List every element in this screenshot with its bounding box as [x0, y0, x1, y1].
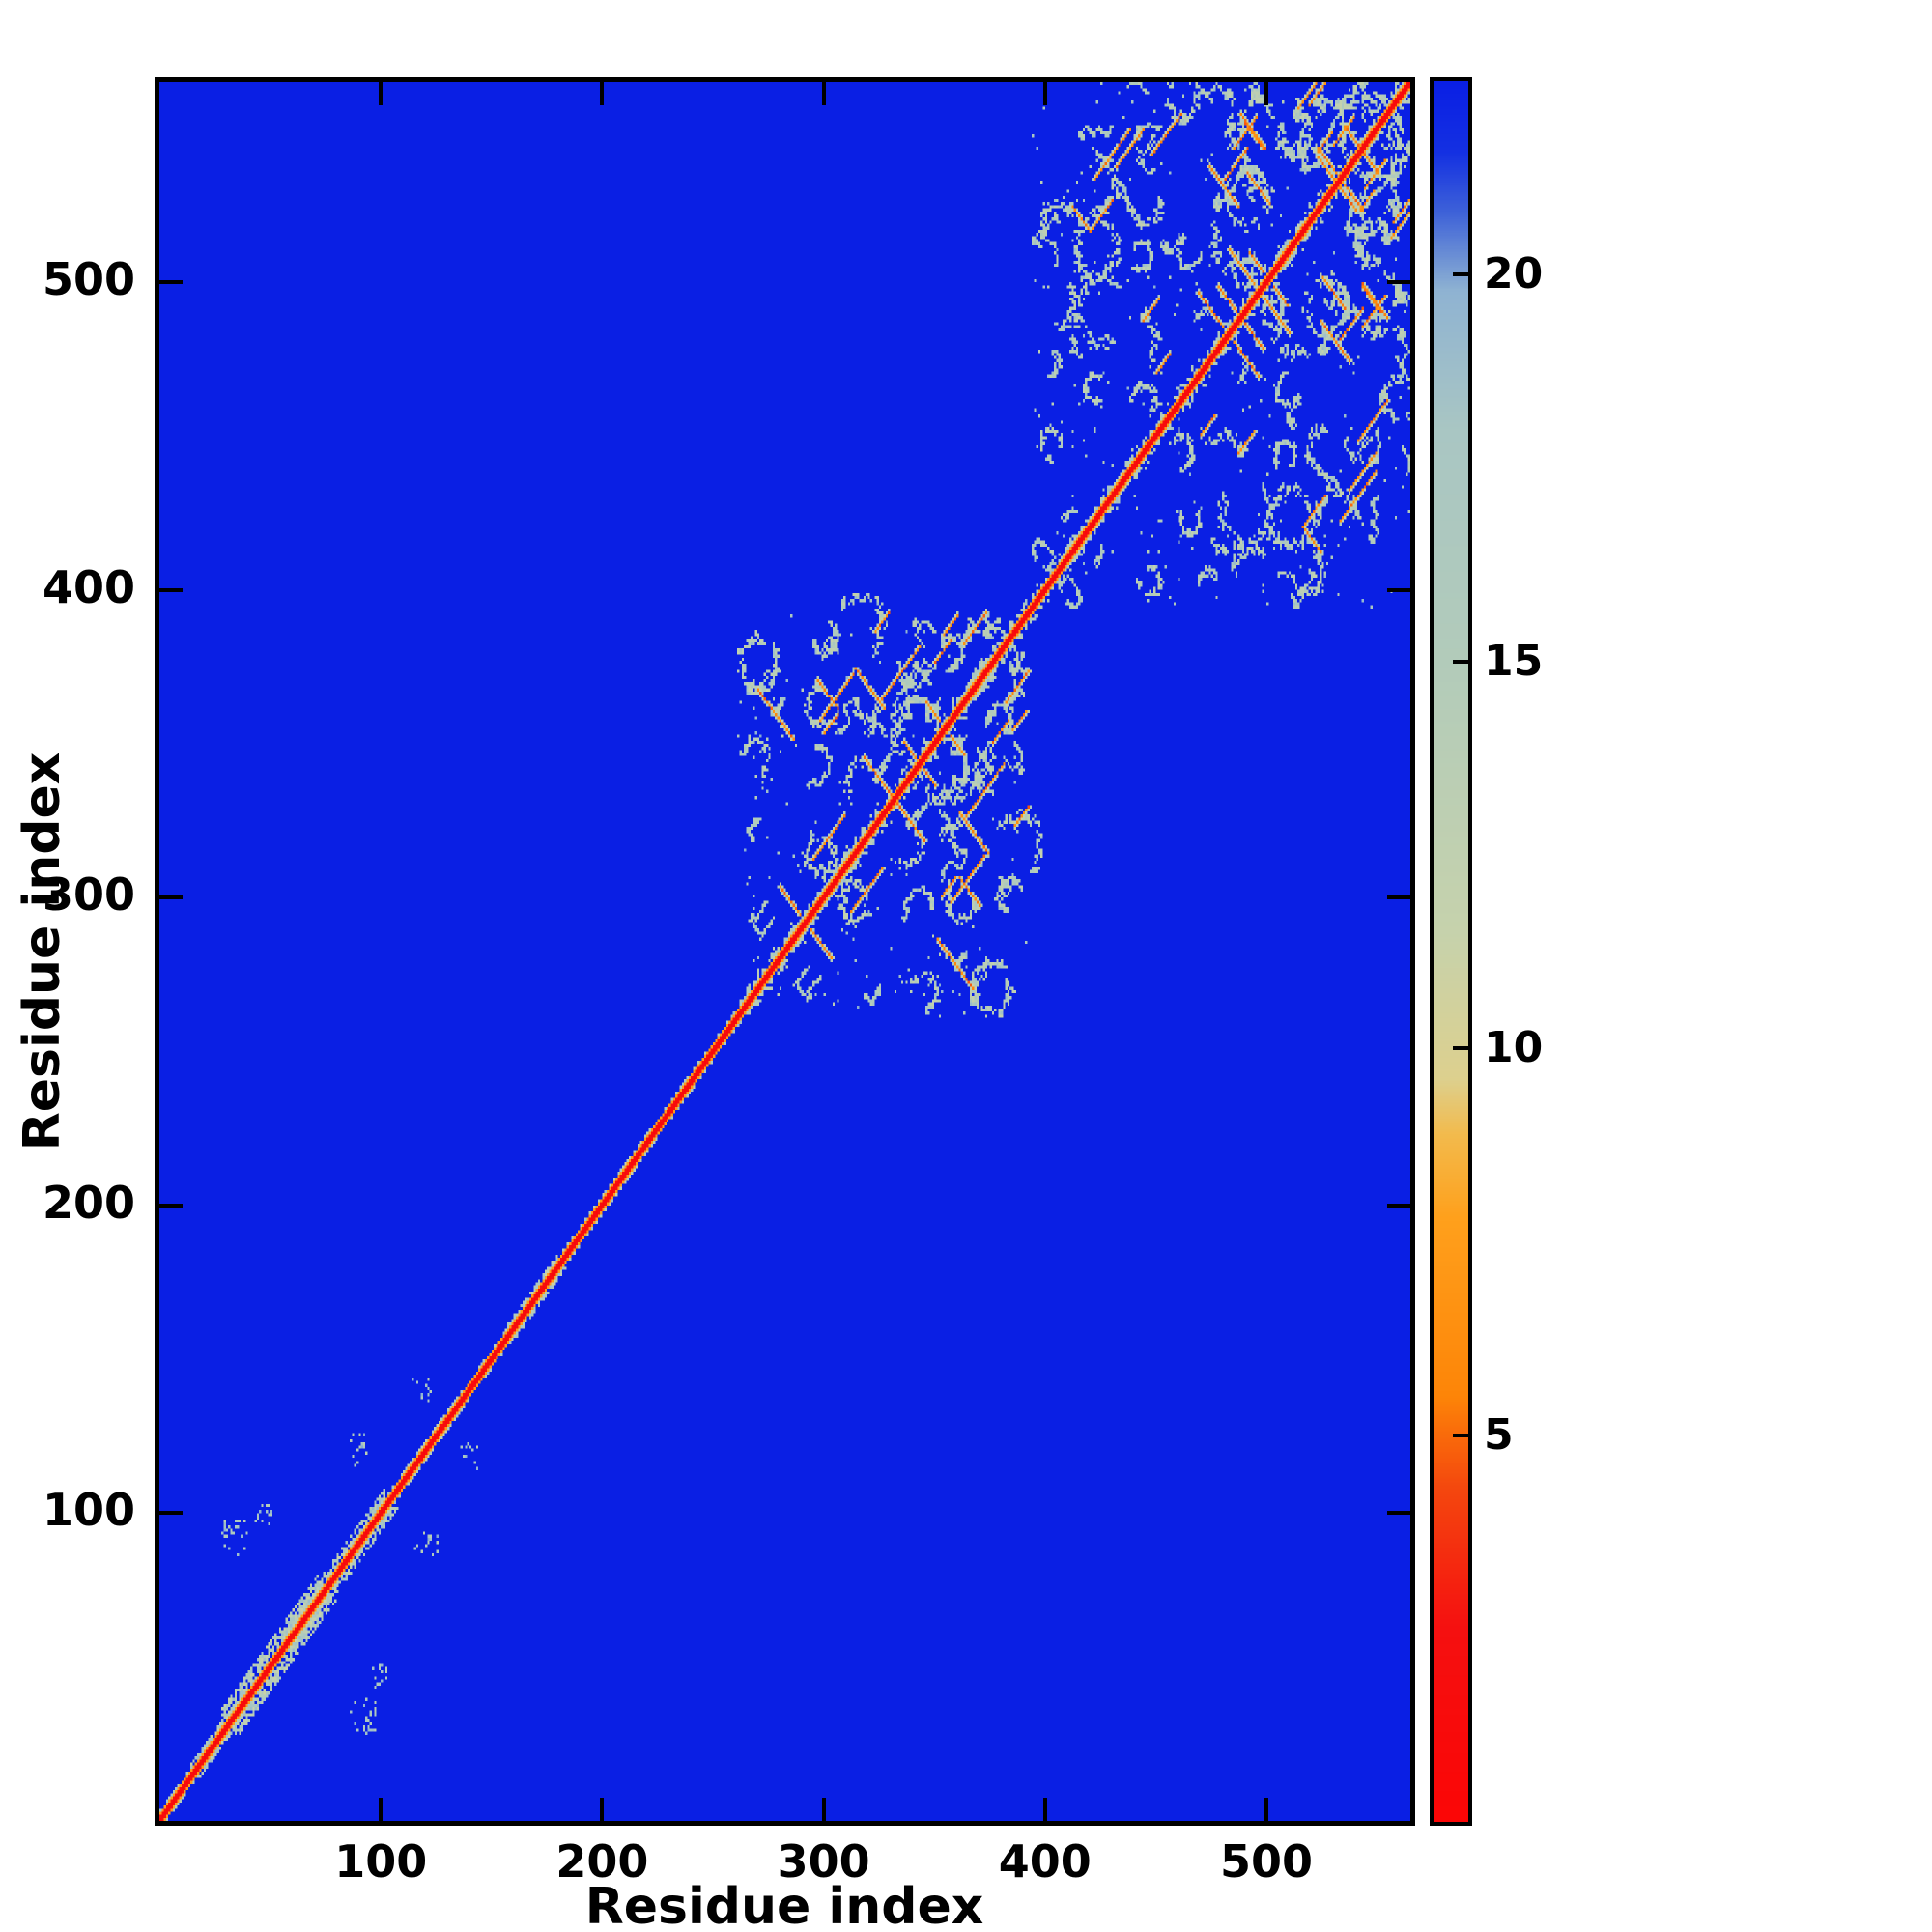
colorbar-gradient: [1434, 81, 1468, 1822]
y-tick-mark-right: [1387, 280, 1410, 285]
colorbar-tick-label: 5: [1484, 1409, 1514, 1460]
y-tick-mark: [159, 1203, 183, 1208]
colorbar-tick-mark: [1453, 1046, 1468, 1051]
x-tick-mark: [600, 1798, 605, 1821]
y-tick-mark: [159, 1511, 183, 1516]
x-tick-mark: [379, 1798, 384, 1821]
colorbar-tick-mark: [1453, 659, 1468, 664]
y-tick-mark-right: [1387, 1203, 1410, 1208]
x-tick-label: 500: [1220, 1835, 1314, 1888]
x-axis-label: Residue index: [584, 1878, 984, 1932]
colorbar-tick-mark: [1453, 1433, 1468, 1437]
y-tick-mark-right: [1387, 587, 1410, 592]
y-tick-label: 100: [42, 1484, 135, 1537]
colorbar-tick-label: 20: [1484, 249, 1544, 299]
heatmap-plot-area: [155, 77, 1415, 1826]
colorbar: [1430, 77, 1472, 1826]
colorbar-tick-label: 10: [1484, 1023, 1544, 1073]
y-tick-label: 400: [42, 560, 135, 613]
x-tick-mark-top: [821, 82, 826, 105]
x-tick-label: 400: [998, 1835, 1092, 1888]
y-tick-mark-right: [1387, 895, 1410, 900]
y-tick-mark-right: [1387, 1511, 1410, 1516]
x-tick-label: 200: [555, 1835, 649, 1888]
x-tick-mark-top: [1042, 82, 1047, 105]
y-axis-label: Residue index: [14, 752, 71, 1151]
x-tick-mark-top: [379, 82, 384, 105]
y-tick-mark: [159, 587, 183, 592]
x-tick-mark: [1264, 1798, 1269, 1821]
heatmap-canvas: [159, 82, 1410, 1821]
x-tick-mark: [1042, 1798, 1047, 1821]
x-tick-label: 100: [334, 1835, 428, 1888]
y-tick-mark: [159, 895, 183, 900]
x-tick-mark-top: [600, 82, 605, 105]
y-tick-label: 300: [42, 868, 135, 922]
x-tick-mark: [821, 1798, 826, 1821]
y-tick-mark: [159, 280, 183, 285]
x-tick-label: 300: [777, 1835, 870, 1888]
y-tick-label: 200: [42, 1176, 135, 1229]
colorbar-tick-mark: [1453, 272, 1468, 277]
colorbar-tick-label: 15: [1484, 636, 1544, 686]
x-tick-mark-top: [1264, 82, 1269, 105]
y-tick-label: 500: [42, 253, 135, 306]
